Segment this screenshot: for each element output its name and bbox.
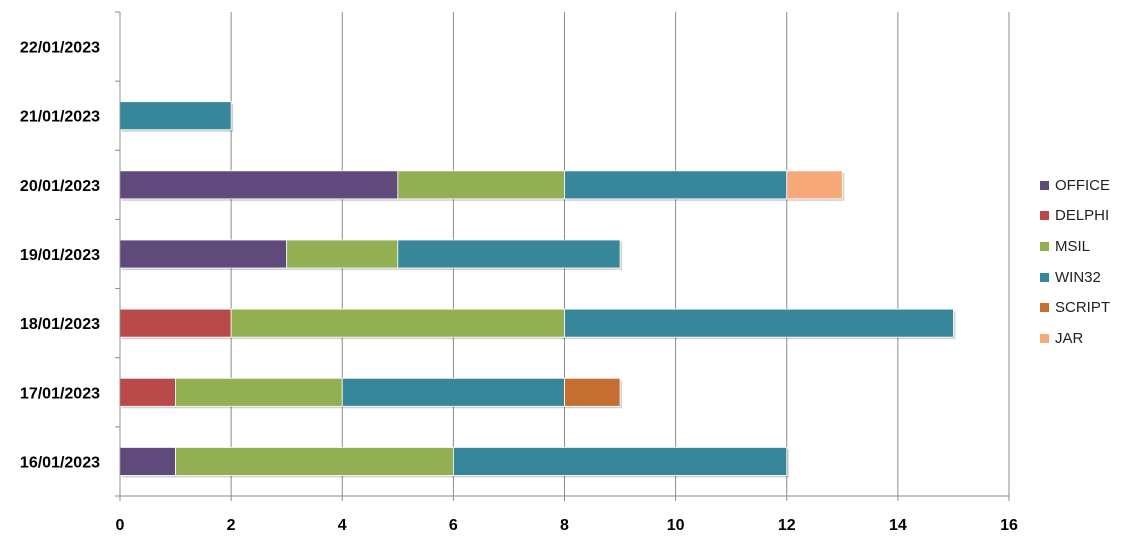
legend-swatch: [1040, 241, 1049, 251]
legend-label: DELPHI: [1055, 207, 1110, 225]
x-tick-label: 12: [778, 517, 796, 534]
x-tick-label: 8: [560, 517, 569, 534]
bar-segment-jar: [786, 170, 843, 200]
y-tick-label: 16/01/2023: [20, 454, 100, 471]
legend-item-jar: JAR: [1040, 323, 1110, 354]
x-tick-labels: 0 2 4 6 8 10 12 14 16: [116, 517, 1018, 534]
bar-segment-msil: [397, 170, 565, 200]
legend-item-win32: WIN32: [1040, 262, 1110, 293]
legend-item-delphi: DELPHI: [1040, 201, 1110, 232]
y-tick-labels: 16/01/2023 17/01/2023 18/01/2023 19/01/2023…: [20, 40, 100, 472]
bar-segment-win32: [397, 239, 621, 269]
bar-segment-win32: [341, 377, 565, 407]
bar-segment-script: [564, 377, 621, 407]
legend-label: JAR: [1055, 329, 1084, 347]
legend-swatch: [1040, 303, 1049, 313]
bars: [119, 101, 956, 478]
bar-segment-delphi: [119, 308, 232, 338]
legend-label: OFFICE: [1055, 176, 1110, 194]
bar-segment-win32: [564, 308, 954, 338]
legend-swatch: [1040, 272, 1049, 282]
x-tick-label: 6: [449, 517, 458, 534]
legend-label: MSIL: [1055, 237, 1091, 255]
bar-segment-msil: [286, 239, 399, 269]
bar-segment-msil: [175, 377, 343, 407]
x-tick-label: 4: [338, 517, 347, 534]
legend-swatch: [1040, 333, 1049, 343]
bar-segment-win32: [564, 170, 788, 200]
bar-segment-win32: [452, 447, 788, 476]
legend-item-msil: MSIL: [1040, 231, 1110, 262]
x-tick-label: 14: [889, 517, 907, 534]
legend: OFFICE DELPHI MSIL WIN32 SCRIPT JAR: [1040, 170, 1110, 354]
bar-segment-msil: [230, 308, 565, 338]
legend-label: WIN32: [1055, 268, 1101, 286]
axes: [115, 11, 1010, 501]
y-tick-label: 19/01/2023: [20, 247, 100, 264]
bar-segment-win32: [119, 101, 232, 131]
bar-segment-msil: [175, 447, 454, 476]
legend-swatch: [1040, 211, 1049, 221]
legend-swatch: [1040, 180, 1049, 190]
y-tick-label: 18/01/2023: [20, 316, 100, 333]
bar-segment-office: [119, 239, 288, 269]
y-tick-label: 21/01/2023: [20, 109, 100, 126]
x-tick-label: 2: [227, 517, 236, 534]
y-tick-label: 20/01/2023: [20, 178, 100, 195]
y-tick-label: 17/01/2023: [20, 385, 100, 402]
bar-segment-delphi: [119, 377, 176, 407]
x-tick-label: 0: [116, 517, 125, 534]
bar-segment-office: [119, 170, 399, 200]
legend-label: SCRIPT: [1055, 299, 1111, 317]
legend-item-office: OFFICE: [1040, 170, 1110, 201]
x-tick-label: 10: [667, 517, 685, 534]
y-tick-label: 22/01/2023: [20, 40, 100, 57]
legend-item-script: SCRIPT: [1040, 292, 1110, 323]
x-tick-label: 16: [1000, 517, 1018, 534]
bar-segment-office: [119, 447, 176, 476]
